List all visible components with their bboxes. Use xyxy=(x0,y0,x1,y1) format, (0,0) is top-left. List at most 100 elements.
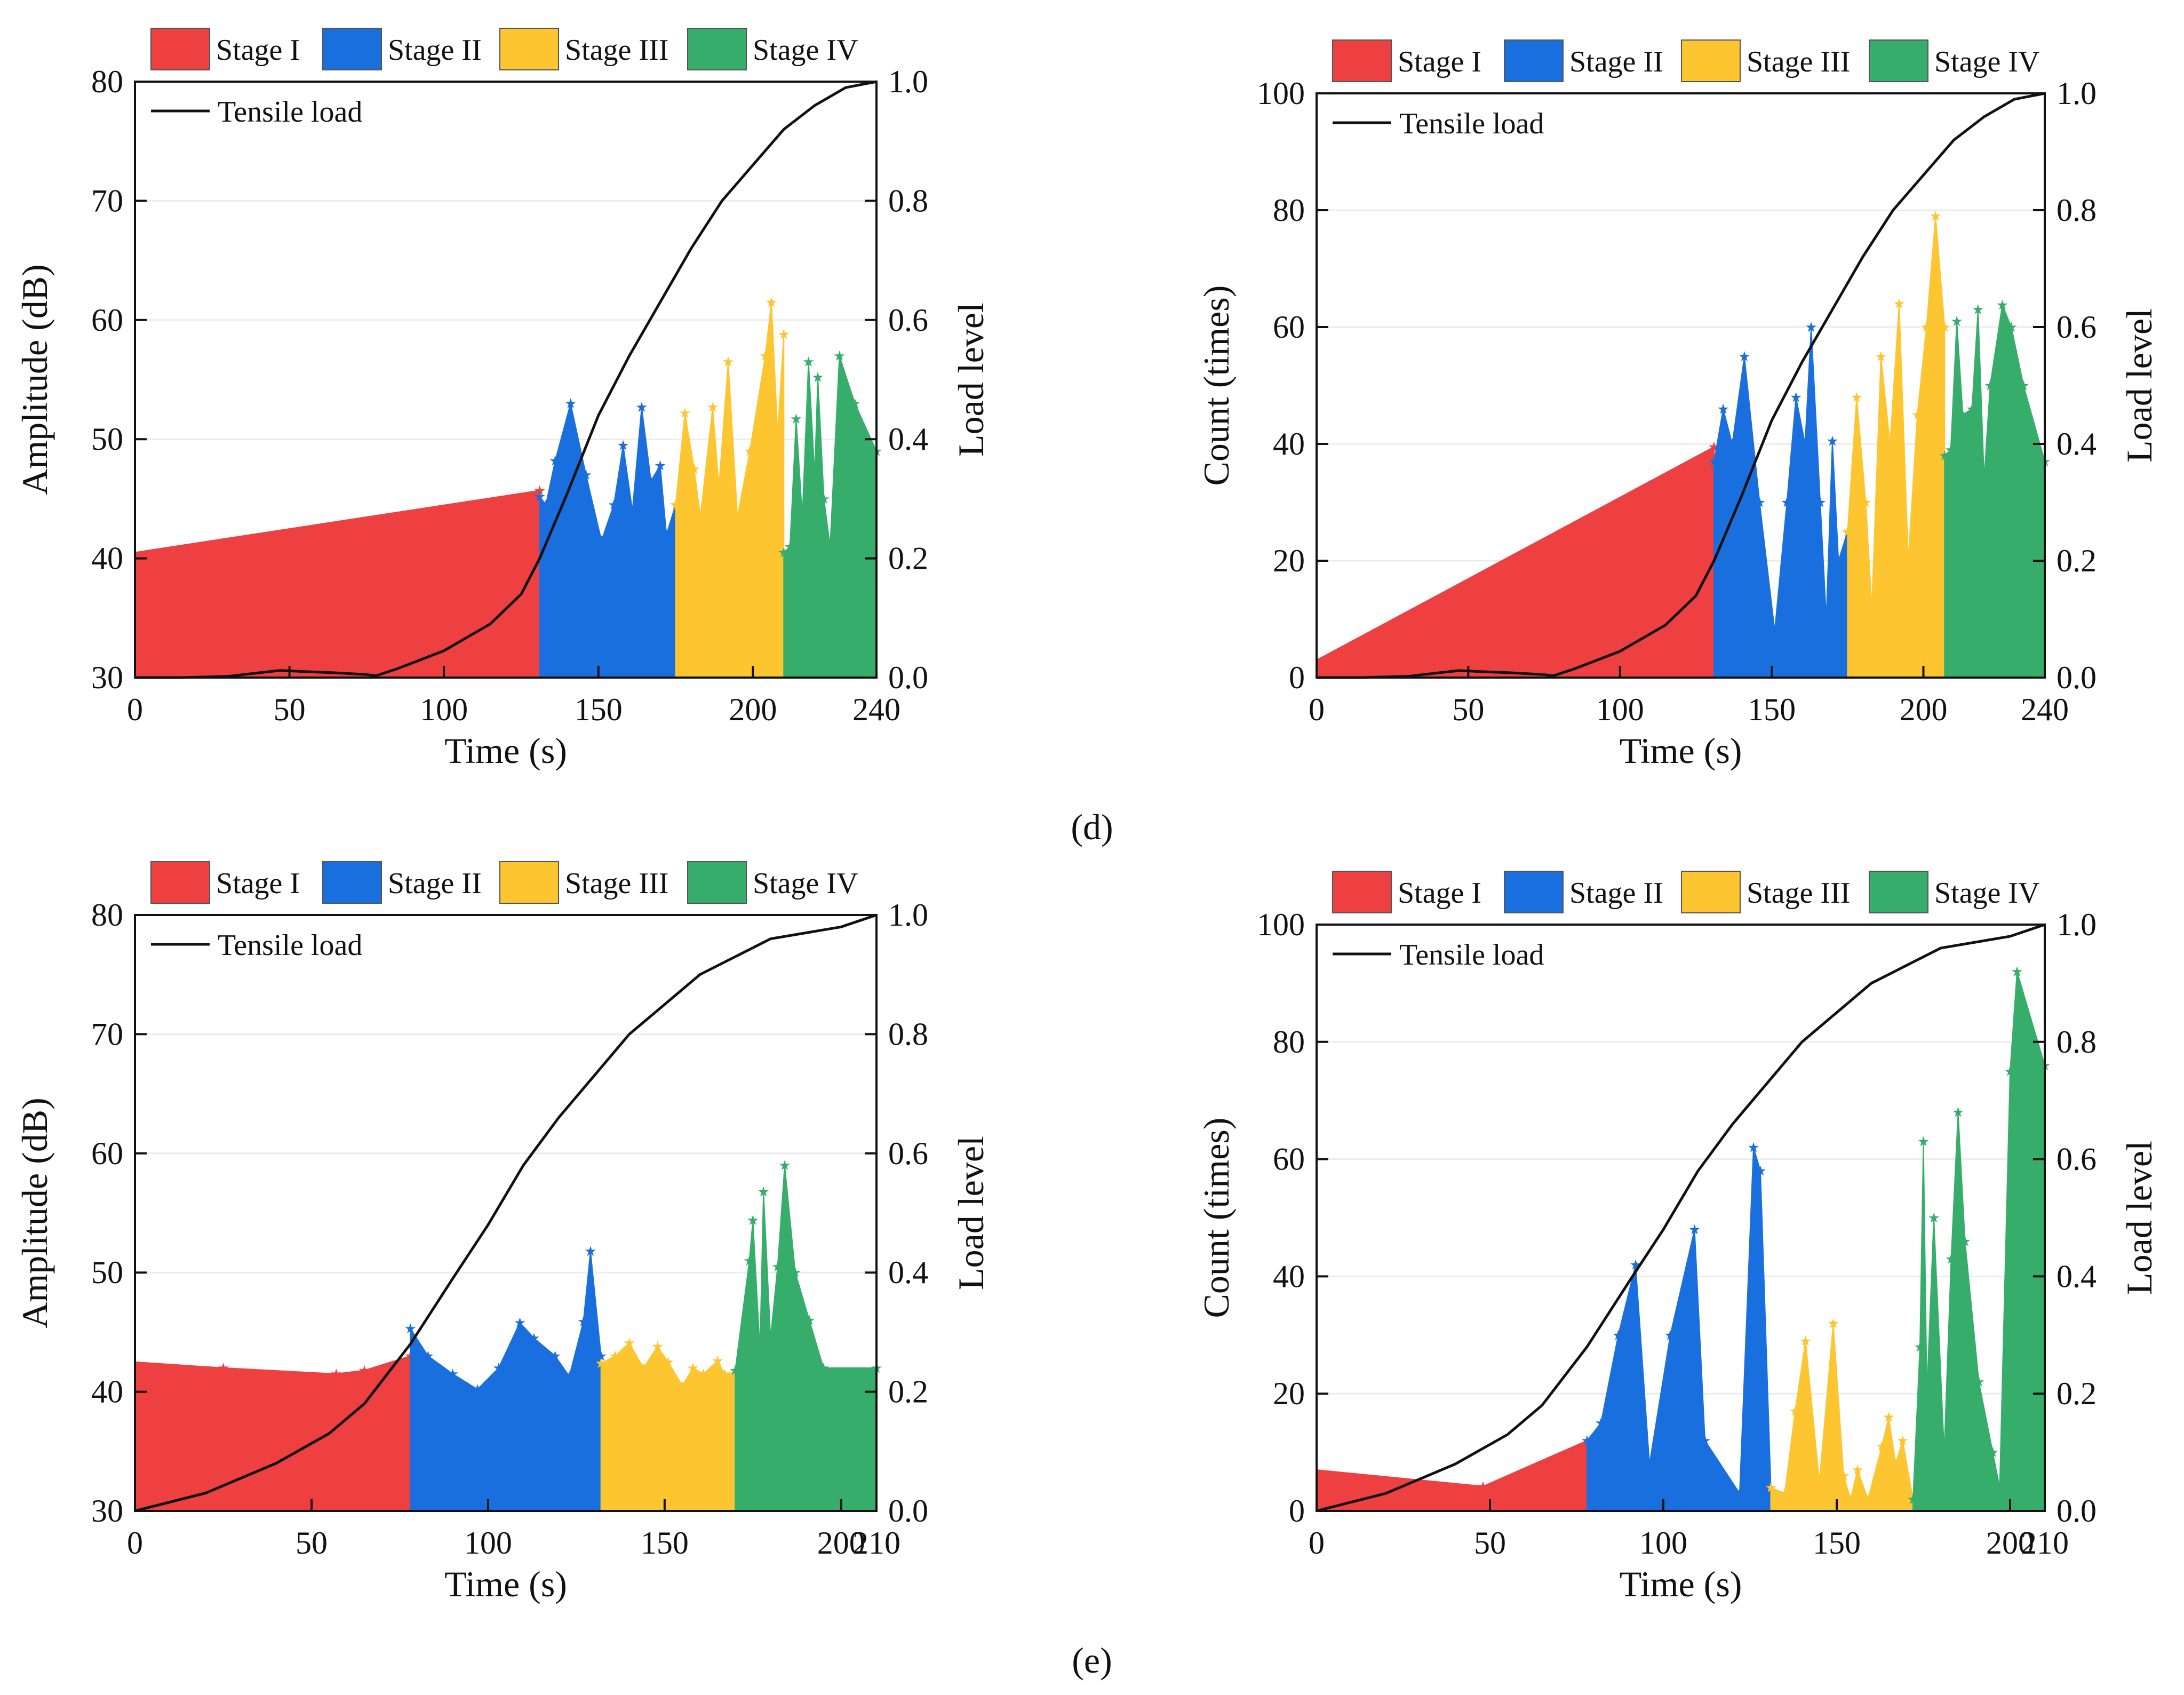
data-point-marker: ★ xyxy=(1765,1480,1777,1496)
x-tick-label: 240 xyxy=(852,692,900,727)
data-point-marker: ★ xyxy=(719,1366,731,1382)
legend-tensile-load-label: Tensile load xyxy=(1399,107,1544,140)
data-point-marker: ★ xyxy=(1939,448,1951,464)
data-point-marker: ★ xyxy=(706,400,719,416)
stage-area-1 xyxy=(134,1355,411,1511)
data-point-marker: ★ xyxy=(1754,1164,1766,1180)
y-axis-title: Count (times) xyxy=(1196,285,1237,486)
data-point-marker: ★ xyxy=(1938,1445,1950,1461)
data-point-marker: ★ xyxy=(608,497,620,513)
data-point-marker: ★ xyxy=(676,1378,688,1394)
y2-tick-label: 0.0 xyxy=(888,1493,928,1529)
y-tick-label: 100 xyxy=(1257,907,1305,942)
y2-tick-label: 0.6 xyxy=(888,1136,928,1171)
x-tick-label: 200 xyxy=(1986,1525,2034,1561)
data-point-marker: ★ xyxy=(1876,1439,1888,1455)
y2-tick-label: 0.4 xyxy=(2057,426,2097,461)
data-point-marker: ★ xyxy=(1973,1374,1985,1390)
y2-tick-label: 0.0 xyxy=(2057,660,2097,695)
legend-swatch-stage-3 xyxy=(1681,871,1741,913)
y2-tick-label: 0.6 xyxy=(2057,1142,2097,1177)
data-point-marker: ★ xyxy=(595,1356,607,1372)
y-tick-label: 60 xyxy=(1273,309,1305,345)
data-point-marker: ★ xyxy=(1717,401,1729,417)
data-point-marker: ★ xyxy=(1799,436,1811,452)
legend-swatch-stage-4 xyxy=(1869,39,1928,82)
y2-tick-label: 1.0 xyxy=(2057,907,2097,942)
y-tick-label: 20 xyxy=(1273,1376,1305,1411)
data-point-marker: ★ xyxy=(1844,1492,1856,1508)
data-point-marker: ★ xyxy=(1866,600,1878,616)
plot-frame xyxy=(134,914,878,1512)
tensile-load-line xyxy=(1317,92,2045,679)
legend-label-stage-2: Stage II xyxy=(1569,45,1663,78)
data-point-marker: ★ xyxy=(789,1265,801,1281)
y-tick-label: 80 xyxy=(1273,193,1305,228)
y2-tick-label: 0.2 xyxy=(888,1374,928,1410)
data-point-marker: ★ xyxy=(1851,389,1863,405)
data-point-marker: ★ xyxy=(1875,349,1887,365)
y2-tick-label: 0.2 xyxy=(2057,1376,2097,1411)
y2-tick-label: 1.0 xyxy=(888,897,928,933)
y-tick-label: 30 xyxy=(91,1493,123,1529)
legend-label-stage-3: Stage III xyxy=(565,34,668,67)
data-point-marker: ★ xyxy=(764,1331,777,1347)
data-point-marker: ★ xyxy=(1612,1327,1624,1343)
data-point-marker: ★ xyxy=(528,1331,540,1347)
data-point-marker: ★ xyxy=(1827,1316,1839,1332)
y2-tick-label: 0.8 xyxy=(888,183,928,218)
legend-label-stage-3: Stage III xyxy=(1747,45,1850,78)
data-point-marker: ★ xyxy=(1927,1211,1940,1227)
data-point-marker: ★ xyxy=(771,1259,784,1275)
legend-swatch-stage-1 xyxy=(150,861,210,904)
data-point-marker: ★ xyxy=(790,411,802,427)
data-point-marker: ★ xyxy=(1944,442,1957,458)
legend-label-stage-4: Stage IV xyxy=(1934,45,2040,78)
x-tick-label: 100 xyxy=(464,1525,512,1561)
y-tick-label: 40 xyxy=(1273,1259,1305,1294)
x-axis-title: Time (s) xyxy=(1620,1564,1742,1604)
legend-swatch-stage-4 xyxy=(1869,871,1928,913)
data-point-marker: ★ xyxy=(1820,612,1832,628)
stage-area-2 xyxy=(539,403,676,678)
stage-area-3 xyxy=(675,302,785,678)
legend-swatch-stage-2 xyxy=(322,861,382,904)
data-point-marker: ★ xyxy=(711,1354,723,1370)
stage-area-3 xyxy=(1847,216,1946,678)
data-point-marker: ★ xyxy=(662,1355,674,1371)
legend-swatch-stage-2 xyxy=(1504,871,1564,913)
y-tick-label: 40 xyxy=(91,1374,123,1410)
x-tick-label: 100 xyxy=(1639,1525,1687,1561)
data-point-marker: ★ xyxy=(1972,302,1984,318)
y2-tick-label: 0.8 xyxy=(2057,1024,2097,1060)
data-point-marker: ★ xyxy=(1733,1486,1745,1502)
data-point-marker: ★ xyxy=(1966,401,1978,417)
y-tick-label: 100 xyxy=(1257,76,1305,111)
y2-tick-label: 0.6 xyxy=(2057,309,2097,345)
stage-area-4 xyxy=(1912,971,2045,1511)
x-axis-title: Time (s) xyxy=(444,1564,567,1604)
data-point-marker: ★ xyxy=(1896,1433,1909,1449)
panel-e-count: ★★★★★★★★★★★★★ ★★★★★★★★★★★★★★★★★★★★★★★★★★★… xyxy=(1196,871,2159,1604)
data-point-marker: ★ xyxy=(623,1335,635,1351)
data-point-marker: ★ xyxy=(713,480,725,496)
y2-axis-title: Load level xyxy=(2119,308,2159,463)
data-point-marker: ★ xyxy=(669,497,682,513)
legend-swatch-stage-2 xyxy=(322,28,382,70)
data-point-marker: ★ xyxy=(1813,1474,1826,1490)
caption-d: (d) xyxy=(1071,807,1113,847)
data-point-marker: ★ xyxy=(811,370,824,386)
legend-label-stage-1: Stage I xyxy=(1398,45,1481,78)
y-axis-title: Amplitude (dB) xyxy=(14,264,55,495)
data-point-marker: ★ xyxy=(747,1213,759,1229)
data-point-marker: ★ xyxy=(533,483,546,499)
legend-swatch-stage-3 xyxy=(499,28,559,70)
legend-tensile-load-label: Tensile load xyxy=(218,929,362,962)
legend-swatch-stage-4 xyxy=(687,861,747,904)
data-point-marker: ★ xyxy=(1914,1339,1926,1355)
data-point-marker: ★ xyxy=(818,491,830,507)
x-axis-title: Time (s) xyxy=(444,730,567,771)
data-point-marker: ★ xyxy=(617,437,629,453)
data-point-marker: ★ xyxy=(549,453,561,469)
legend-swatch-stage-2 xyxy=(1504,39,1564,82)
